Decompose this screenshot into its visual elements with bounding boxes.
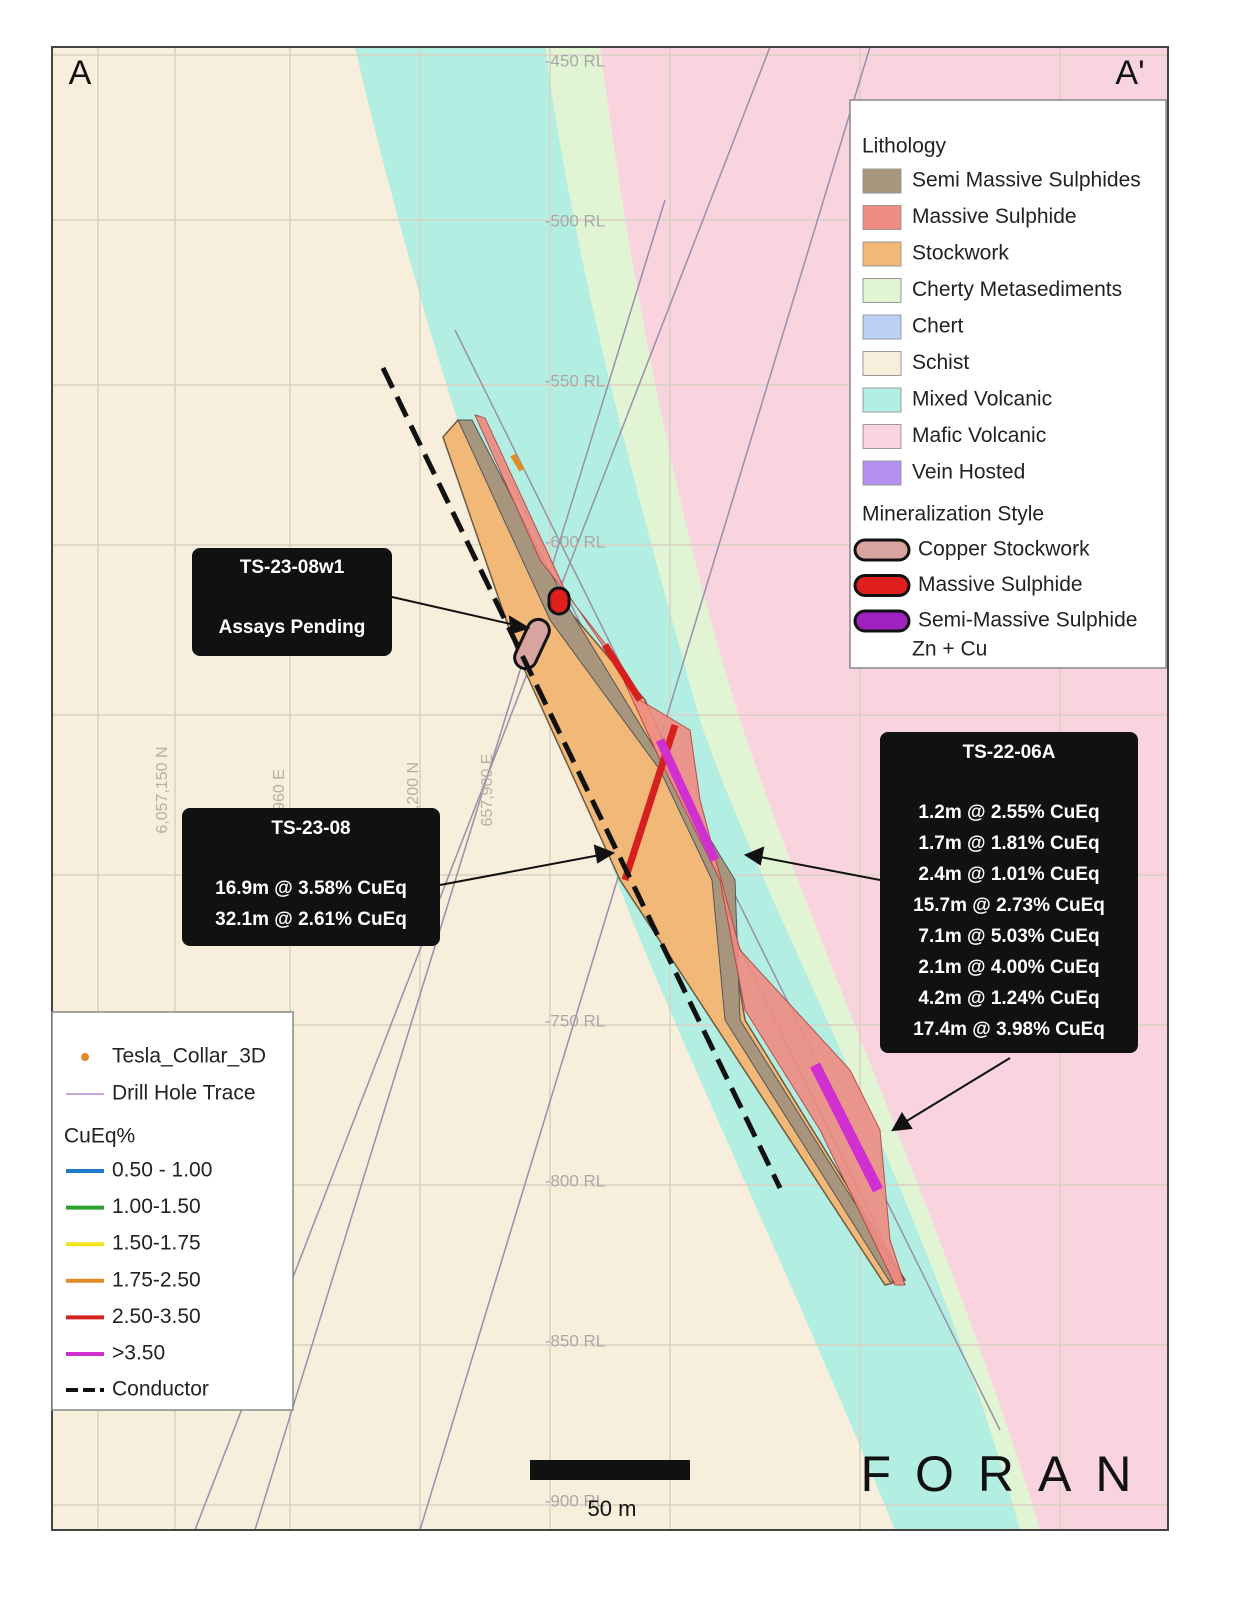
callout-texts: TS-23-08w1 Assays Pending TS-22-06A 1.2m @ …: [215, 557, 1105, 1040]
legend-swatch: [862, 314, 902, 340]
rl-label: -850 RL: [545, 1331, 605, 1350]
legend-label: >3.50: [112, 1342, 165, 1365]
legend-label: Mixed Volcanic: [912, 388, 1052, 411]
rl-label: -800 RL: [545, 1171, 605, 1190]
rl-label: -500 RL: [545, 211, 605, 230]
legend-label: Schist: [912, 351, 969, 374]
legend-swatch: [862, 168, 902, 194]
grid-label: 960 E: [271, 769, 288, 811]
callout-title: TS-23-08: [271, 818, 350, 839]
legend-label: Drill Hole Trace: [112, 1082, 256, 1105]
legend-title: Lithology: [862, 135, 947, 158]
callout-line: 15.7m @ 2.73% CuEq: [913, 895, 1105, 916]
callout-line: 17.4m @ 3.98% CuEq: [913, 1019, 1105, 1040]
scale-bar: [530, 1460, 690, 1480]
legend-label: Semi Massive Sulphides: [912, 169, 1141, 192]
rl-label: -750 RL: [545, 1011, 605, 1030]
legend-swatch: [862, 460, 902, 486]
legend-label: 1.75-2.50: [112, 1268, 201, 1291]
legend-swatch: [862, 205, 902, 230]
section-start: A: [69, 54, 92, 92]
callout-line: 1.7m @ 1.81% CuEq: [918, 833, 1099, 854]
legend-label: 1.00-1.50: [112, 1195, 201, 1218]
interval: [810, 1062, 883, 1193]
map-legend-items: Tesla_Collar_3D Drill Hole Trace CuEq% 0.50…: [64, 1045, 266, 1401]
lithology-legend: [849, 99, 1167, 669]
callout-box: [192, 548, 392, 656]
legend-label: Cherty Metasediments: [912, 278, 1122, 301]
legend-label: Copper Stockwork: [918, 538, 1090, 561]
rl-label: -600 RL: [545, 532, 605, 551]
rl-label: -900 RL: [545, 1491, 605, 1510]
callout-arrows: [391, 596, 1011, 1132]
legend-swatch: [862, 387, 902, 413]
legend-title: Mineralization Style: [862, 503, 1044, 526]
grid-label: 6,057,150 N: [154, 746, 171, 833]
rl-label: -550 RL: [545, 371, 605, 390]
map-frame: [51, 46, 1169, 1531]
callout-title: TS-23-08w1: [240, 557, 345, 578]
legend-swatch: [862, 424, 902, 449]
scale-label: 50 m: [588, 1496, 637, 1521]
interval: [655, 738, 720, 862]
legend-label: Vein Hosted: [912, 461, 1025, 484]
legend-swatch: [853, 538, 911, 562]
map-legend: [51, 1011, 294, 1411]
legend-label: 1.50-1.75: [112, 1232, 201, 1255]
callout-line: Assays Pending: [219, 617, 366, 638]
grid-label: 657,900 E: [479, 754, 496, 827]
legend-swatch: [862, 241, 902, 267]
interval: [602, 643, 643, 702]
legend-label: Massive Sulphide: [918, 573, 1083, 596]
callout-box: [880, 732, 1138, 1053]
callout-box: [182, 808, 440, 946]
rl-labels: -450 RL -500 RL -550 RL -600 RL -750 RL -800 …: [545, 51, 605, 1510]
legend-swatch: [862, 351, 902, 376]
callout-line: 7.1m @ 5.03% CuEq: [918, 926, 1099, 947]
cherty-area: [545, 47, 1040, 1530]
rl-label: -450 RL: [545, 51, 605, 70]
legend-label: Chert: [912, 315, 964, 338]
callout-line: 1.2m @ 2.55% CuEq: [918, 802, 1099, 823]
section-end: A': [1115, 54, 1144, 92]
callout-line: 2.4m @ 1.01% CuEq: [918, 864, 1099, 885]
callout-line: 2.1m @ 4.00% CuEq: [918, 957, 1099, 978]
grid-labels: 6,057,150 N 960 E 7,200 N 657,900 E: [154, 746, 496, 833]
legend-swatch: [853, 609, 911, 633]
grid-label: 7,200 N: [405, 762, 422, 818]
legend-label: Stockwork: [912, 242, 1009, 265]
lithology-legend-items: Lithology Semi Massive Sulphides Massive S…: [853, 135, 1141, 661]
legend-label: 0.50 - 1.00: [112, 1159, 212, 1182]
legend-swatch: [862, 278, 902, 303]
callout-title: TS-22-06A: [963, 742, 1056, 763]
callout-line: 4.2m @ 1.24% CuEq: [918, 988, 1099, 1009]
legend-label: Tesla_Collar_3D: [112, 1045, 266, 1068]
interval: [510, 453, 525, 472]
logo: FORAN: [861, 1446, 1156, 1502]
legend-label: Conductor: [112, 1378, 209, 1401]
legend-label: 2.50-3.50: [112, 1305, 201, 1328]
callout-line: 16.9m @ 3.58% CuEq: [215, 878, 407, 899]
legend-swatch: [853, 574, 911, 597]
callout-line: 32.1m @ 2.61% CuEq: [215, 909, 407, 930]
legend-note: Zn + Cu: [912, 638, 987, 661]
collar-symbol: [81, 1053, 89, 1061]
conductor: [380, 366, 783, 1190]
legend-label: Massive Sulphide: [912, 205, 1077, 228]
legend-label: Semi-Massive Sulphide: [918, 609, 1137, 632]
massive-sulphide-capsule: [547, 586, 571, 616]
legend-title: CuEq%: [64, 1125, 135, 1148]
legend-label: Mafic Volcanic: [912, 424, 1046, 447]
